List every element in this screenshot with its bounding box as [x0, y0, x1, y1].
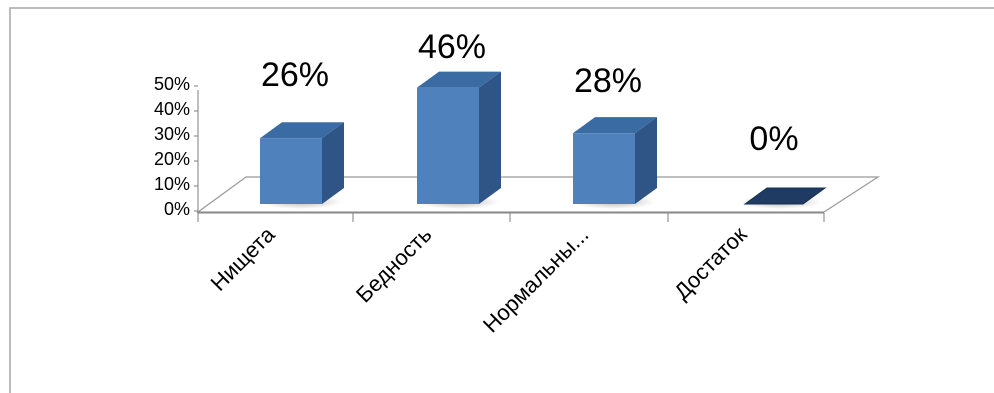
floor-plane	[196, 176, 881, 213]
bar-side-face	[479, 71, 501, 205]
bar-top-face	[260, 122, 344, 139]
chart-border	[9, 7, 994, 393]
bar-side-face	[322, 122, 344, 204]
y-tick-label: 50%	[154, 74, 190, 94]
data-label: 28%	[574, 62, 642, 100]
data-labels: 26% 46% 28% 0%	[261, 28, 799, 158]
category-labels: Нищета Бедность Нормальны... Достаток	[206, 221, 752, 337]
bar-series	[260, 71, 827, 209]
bar-top-face	[417, 71, 501, 88]
category-label: Достаток	[669, 222, 752, 305]
bar-top-face	[573, 117, 657, 134]
y-axis-ticks: 0% 10% 20% 30% 40% 50%	[154, 74, 198, 219]
y-tick-label: 20%	[154, 149, 190, 169]
data-label: 26%	[261, 56, 329, 94]
bar-1	[260, 122, 344, 209]
category-label: Нормальны...	[478, 222, 593, 337]
bar-3	[573, 117, 657, 209]
category-label: Нищета	[206, 221, 281, 296]
data-label: 46%	[418, 28, 486, 66]
bar-2	[417, 71, 501, 209]
bar-4	[739, 187, 827, 209]
y-tick-label: 0%	[164, 199, 190, 219]
category-label: Бедность	[351, 222, 437, 308]
x-axis-tick-marks	[197, 213, 825, 222]
bar-front-face	[260, 138, 322, 204]
bar-top-face	[743, 187, 827, 205]
data-label: 0%	[749, 120, 798, 158]
bar-side-face	[635, 117, 657, 204]
y-tick-label: 10%	[154, 174, 190, 194]
y-tick-label: 40%	[154, 99, 190, 119]
bar-front-face	[573, 133, 635, 204]
y-tick-label: 30%	[154, 124, 190, 144]
bar-front-face	[417, 87, 479, 204]
